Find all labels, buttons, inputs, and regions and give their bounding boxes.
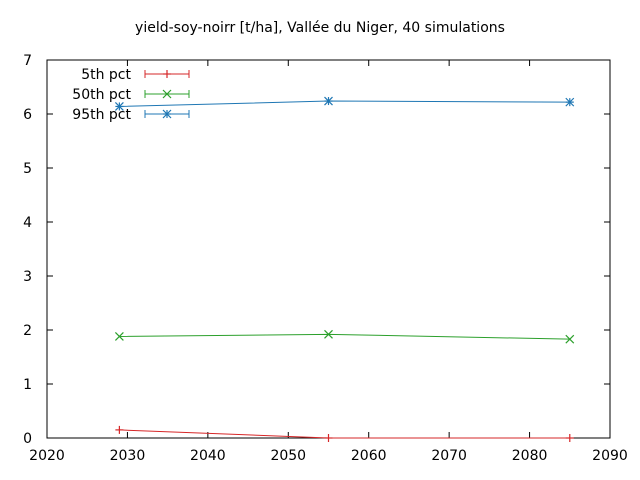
data-point xyxy=(115,425,124,434)
chart-legend: 5th pct 50th pct 95th pct xyxy=(72,67,190,123)
y-tick-label: 5 xyxy=(23,161,32,177)
y-tick-label: 6 xyxy=(23,107,32,123)
legend-entry: 95th pct xyxy=(72,107,190,123)
data-point xyxy=(565,334,575,344)
axis-ticks: 2020 2030 2040 2050 2060 2070 2080 2090 0 1 2 3 4 5 6 7 xyxy=(23,53,628,464)
y-tick-label: 4 xyxy=(23,215,32,231)
legend-entry: 50th pct xyxy=(72,87,190,103)
legend-label: 95th pct xyxy=(72,107,131,123)
y-tick-label: 7 xyxy=(23,53,32,69)
series-2 xyxy=(114,96,575,111)
legend-entry: 5th pct xyxy=(81,67,190,83)
legend-marker xyxy=(162,89,172,99)
y-tick-label: 0 xyxy=(23,431,32,447)
series-line xyxy=(119,429,570,439)
chart-axes xyxy=(46,59,611,439)
x-tick-label: 2030 xyxy=(110,448,146,464)
legend-label: 50th pct xyxy=(72,87,131,103)
data-point xyxy=(324,96,333,106)
chart-title: yield-soy-noirr [t/ha], Vallée du Niger,… xyxy=(135,20,505,36)
y-tick-label: 2 xyxy=(23,323,32,339)
legend-marker xyxy=(162,109,172,119)
series-line xyxy=(119,100,570,107)
series-line xyxy=(119,333,570,340)
data-point xyxy=(565,434,574,442)
x-tick-label: 2060 xyxy=(351,448,387,464)
x-tick-label: 2080 xyxy=(512,448,548,464)
data-point xyxy=(114,102,124,111)
plot-frame xyxy=(46,59,611,439)
data-point xyxy=(565,97,575,107)
x-tick-label: 2040 xyxy=(190,448,226,464)
x-tick-label: 2070 xyxy=(431,448,467,464)
data-point xyxy=(324,434,333,442)
x-tick-label: 2090 xyxy=(592,448,628,464)
data-point xyxy=(114,332,124,341)
legend-marker xyxy=(163,70,171,78)
y-tick-label: 3 xyxy=(23,269,32,285)
x-tick-label: 2050 xyxy=(270,448,306,464)
x-tick-label: 2020 xyxy=(29,448,65,464)
data-point xyxy=(324,329,333,339)
legend-label: 5th pct xyxy=(81,67,131,83)
y-tick-label: 1 xyxy=(23,377,32,393)
chart-series xyxy=(114,96,575,442)
series-1 xyxy=(114,329,575,344)
series-0 xyxy=(115,425,574,442)
